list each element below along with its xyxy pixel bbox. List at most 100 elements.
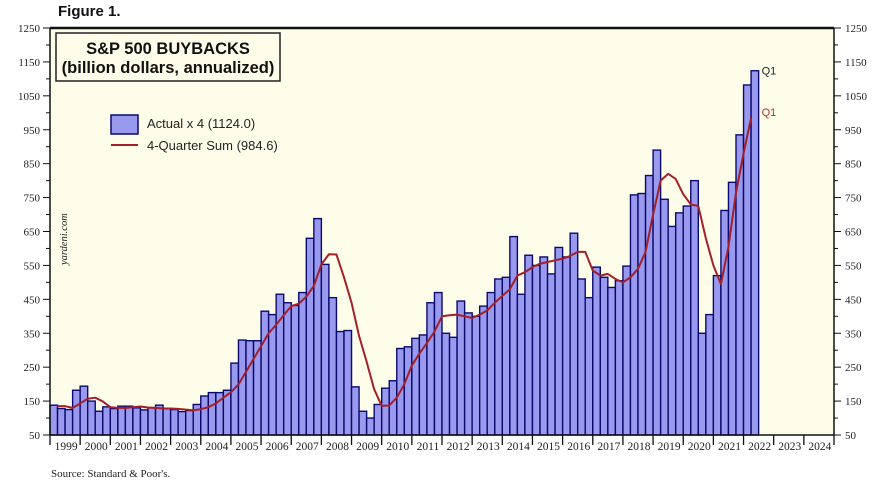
x-tick-year: 2012 bbox=[447, 441, 470, 453]
bar bbox=[682, 205, 692, 436]
q1-line-annotation: Q1 bbox=[762, 107, 777, 119]
bar bbox=[154, 404, 164, 436]
bar bbox=[584, 296, 594, 436]
x-tick-year: 2024 bbox=[808, 441, 831, 453]
legend-label-4q-sum: 4-Quarter Sum (984.6) bbox=[147, 138, 278, 153]
y-tick-right: 350 bbox=[845, 328, 862, 340]
x-tick-year: 2000 bbox=[85, 441, 108, 453]
x-tick-year: 2015 bbox=[537, 441, 560, 453]
bar bbox=[659, 198, 669, 436]
x-tick-year: 2023 bbox=[778, 441, 801, 453]
bar bbox=[169, 408, 179, 436]
y-tick-right: 1150 bbox=[845, 57, 867, 69]
q1-bar-annotation: Q1 bbox=[762, 66, 777, 78]
bar bbox=[448, 336, 458, 436]
x-tick-year: 2004 bbox=[205, 441, 228, 453]
bar bbox=[177, 410, 187, 436]
bar bbox=[403, 346, 413, 436]
bar bbox=[200, 395, 210, 436]
y-tick-right: 650 bbox=[845, 227, 862, 239]
bar bbox=[320, 263, 330, 436]
bar bbox=[561, 256, 571, 436]
bar bbox=[652, 149, 662, 436]
legend-swatch-bar bbox=[110, 114, 139, 135]
bar bbox=[712, 274, 722, 436]
bar bbox=[433, 291, 443, 436]
bar bbox=[456, 300, 466, 436]
source-note: Source: Standard & Poor's. bbox=[51, 468, 171, 480]
bar bbox=[637, 192, 647, 436]
bar bbox=[94, 410, 104, 436]
y-tick-left: 150 bbox=[24, 396, 41, 408]
x-tick-year: 1999 bbox=[55, 441, 78, 453]
x-tick-year: 2007 bbox=[296, 441, 319, 453]
x-tick-year: 2003 bbox=[175, 441, 198, 453]
bar bbox=[720, 209, 730, 436]
y-tick-right: 850 bbox=[845, 159, 862, 171]
x-tick-year: 2010 bbox=[386, 441, 409, 453]
y-tick-right: 50 bbox=[845, 430, 857, 442]
bar bbox=[471, 315, 481, 436]
bar bbox=[56, 407, 66, 436]
bar bbox=[230, 362, 240, 436]
bar bbox=[79, 385, 89, 436]
chart-subtitle: (billion dollars, annualized) bbox=[62, 59, 275, 77]
bar bbox=[49, 404, 59, 436]
bar bbox=[86, 400, 96, 436]
y-tick-left: 1050 bbox=[18, 91, 41, 103]
x-tick-year: 2021 bbox=[718, 441, 741, 453]
bar bbox=[132, 407, 142, 436]
x-tick-year: 2022 bbox=[748, 441, 771, 453]
y-tick-right: 150 bbox=[845, 396, 862, 408]
bar bbox=[335, 330, 345, 436]
bar bbox=[735, 134, 745, 436]
y-tick-left: 1150 bbox=[18, 57, 40, 69]
bar bbox=[592, 266, 602, 436]
bar bbox=[599, 276, 609, 436]
bar bbox=[313, 217, 323, 436]
x-tick-year: 2016 bbox=[567, 441, 590, 453]
bar bbox=[569, 232, 579, 436]
y-tick-right: 250 bbox=[845, 362, 862, 374]
x-tick-year: 2017 bbox=[597, 441, 620, 453]
chart-title: S&P 500 BUYBACKS bbox=[86, 40, 250, 58]
line-series-4q-sum bbox=[57, 117, 753, 412]
bar bbox=[117, 405, 127, 436]
bar bbox=[358, 410, 368, 436]
bar bbox=[644, 174, 654, 436]
bar bbox=[184, 409, 194, 436]
bar bbox=[411, 337, 421, 436]
x-tick-year: 2020 bbox=[688, 441, 711, 453]
bar bbox=[102, 406, 112, 436]
bar bbox=[554, 246, 564, 436]
bar bbox=[305, 237, 315, 436]
bar bbox=[207, 391, 217, 436]
y-tick-right: 950 bbox=[845, 125, 862, 137]
bar bbox=[426, 302, 436, 436]
x-tick-year: 2005 bbox=[236, 441, 259, 453]
x-tick-year: 2009 bbox=[356, 441, 379, 453]
x-tick-year: 2008 bbox=[326, 441, 349, 453]
bar bbox=[252, 340, 262, 436]
bar bbox=[64, 408, 74, 436]
legend-label-actual: Actual x 4 (1124.0) bbox=[147, 116, 255, 131]
bar bbox=[539, 256, 549, 436]
bar bbox=[124, 405, 134, 436]
bar bbox=[750, 70, 760, 436]
title-box: S&P 500 BUYBACKS (billion dollars, annua… bbox=[55, 32, 281, 82]
sum-line bbox=[57, 117, 753, 412]
bar bbox=[365, 417, 375, 436]
bar bbox=[109, 407, 119, 436]
bar bbox=[607, 286, 617, 436]
bar bbox=[524, 254, 534, 436]
bar bbox=[298, 291, 308, 436]
bar bbox=[531, 264, 541, 436]
x-tick-year: 2019 bbox=[658, 441, 681, 453]
bar bbox=[674, 212, 684, 436]
bar bbox=[343, 329, 353, 436]
x-tick-year: 2001 bbox=[115, 441, 138, 453]
y-tick-right: 450 bbox=[845, 294, 862, 306]
x-tick-year: 2011 bbox=[417, 441, 440, 453]
bar bbox=[697, 332, 707, 436]
y-tick-left: 50 bbox=[29, 430, 41, 442]
